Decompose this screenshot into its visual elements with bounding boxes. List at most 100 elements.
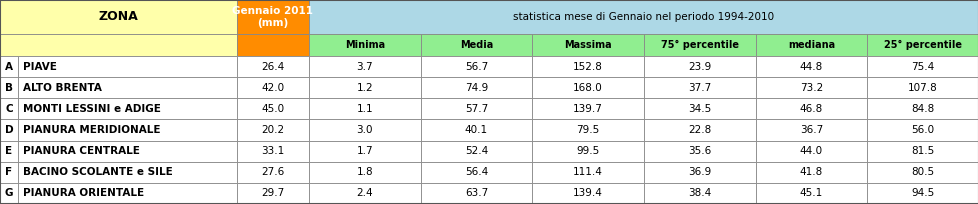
Bar — [0, 34, 237, 56]
Text: PIAVE: PIAVE — [22, 62, 57, 72]
Text: B: B — [5, 83, 13, 93]
Text: Minima: Minima — [344, 40, 384, 50]
Bar — [309, 162, 421, 183]
Bar — [644, 183, 755, 204]
Bar — [237, 0, 309, 34]
Text: 36.9: 36.9 — [688, 167, 711, 177]
Text: 3.0: 3.0 — [356, 125, 373, 135]
Text: 35.6: 35.6 — [688, 146, 711, 156]
Text: 3.7: 3.7 — [356, 62, 373, 72]
Text: statistica mese di Gennaio nel periodo 1994-2010: statistica mese di Gennaio nel periodo 1… — [512, 12, 774, 22]
Bar — [421, 98, 532, 119]
Bar — [237, 98, 309, 119]
Text: 44.0: 44.0 — [799, 146, 822, 156]
Bar — [237, 119, 309, 141]
Bar — [867, 119, 978, 141]
Text: Media: Media — [460, 40, 493, 50]
Text: 1.7: 1.7 — [356, 146, 373, 156]
Text: 38.4: 38.4 — [688, 188, 711, 198]
Bar — [309, 119, 421, 141]
Bar — [0, 183, 18, 204]
Text: 139.4: 139.4 — [573, 188, 602, 198]
Bar — [755, 77, 867, 98]
Text: E: E — [6, 146, 13, 156]
Bar — [867, 162, 978, 183]
Text: ZONA: ZONA — [99, 10, 138, 23]
Bar — [0, 56, 18, 77]
Text: 45.1: 45.1 — [799, 188, 822, 198]
Text: F: F — [6, 167, 13, 177]
Bar — [532, 162, 644, 183]
Bar — [532, 141, 644, 162]
Bar — [421, 162, 532, 183]
Text: 168.0: 168.0 — [573, 83, 602, 93]
Text: 73.2: 73.2 — [799, 83, 822, 93]
Text: MONTI LESSINI e ADIGE: MONTI LESSINI e ADIGE — [22, 104, 160, 114]
Bar — [309, 56, 421, 77]
Bar — [421, 183, 532, 204]
Text: 75° percentile: 75° percentile — [660, 40, 738, 50]
Bar — [0, 0, 237, 34]
Bar — [867, 98, 978, 119]
Bar — [309, 0, 978, 34]
Bar — [644, 56, 755, 77]
Bar — [0, 98, 18, 119]
Bar — [309, 141, 421, 162]
Bar — [532, 56, 644, 77]
Bar — [532, 98, 644, 119]
Text: 80.5: 80.5 — [911, 167, 934, 177]
Bar — [532, 34, 644, 56]
Bar — [867, 34, 978, 56]
Bar — [0, 77, 18, 98]
Text: 152.8: 152.8 — [573, 62, 602, 72]
Bar — [755, 56, 867, 77]
Text: 33.1: 33.1 — [261, 146, 285, 156]
Text: 37.7: 37.7 — [688, 83, 711, 93]
Text: 74.9: 74.9 — [465, 83, 488, 93]
Text: 81.5: 81.5 — [911, 146, 934, 156]
Text: 1.8: 1.8 — [356, 167, 373, 177]
Text: 107.8: 107.8 — [908, 83, 937, 93]
Text: C: C — [5, 104, 13, 114]
Text: 46.8: 46.8 — [799, 104, 822, 114]
Text: 20.2: 20.2 — [261, 125, 285, 135]
Bar — [0, 162, 18, 183]
Bar — [18, 98, 237, 119]
Bar — [237, 183, 309, 204]
Bar — [309, 34, 421, 56]
Text: 84.8: 84.8 — [911, 104, 934, 114]
Text: 99.5: 99.5 — [576, 146, 600, 156]
Bar — [867, 141, 978, 162]
Bar — [18, 119, 237, 141]
Text: Gennaio 2011
(mm): Gennaio 2011 (mm) — [232, 6, 313, 28]
Bar — [421, 77, 532, 98]
Text: 94.5: 94.5 — [911, 188, 934, 198]
Text: 57.7: 57.7 — [465, 104, 488, 114]
Text: G: G — [5, 188, 14, 198]
Text: ALTO BRENTA: ALTO BRENTA — [22, 83, 102, 93]
Text: 75.4: 75.4 — [911, 62, 934, 72]
Text: 139.7: 139.7 — [573, 104, 602, 114]
Bar — [755, 162, 867, 183]
Text: D: D — [5, 125, 14, 135]
Text: 27.6: 27.6 — [261, 167, 285, 177]
Bar — [644, 141, 755, 162]
Bar — [309, 77, 421, 98]
Text: 45.0: 45.0 — [261, 104, 285, 114]
Text: PIANURA CENTRALE: PIANURA CENTRALE — [22, 146, 140, 156]
Text: 26.4: 26.4 — [261, 62, 285, 72]
Bar — [309, 98, 421, 119]
Bar — [755, 34, 867, 56]
Bar — [867, 183, 978, 204]
Bar — [644, 77, 755, 98]
Text: 34.5: 34.5 — [688, 104, 711, 114]
Bar — [0, 141, 18, 162]
Text: 79.5: 79.5 — [576, 125, 600, 135]
Bar — [309, 183, 421, 204]
Text: 63.7: 63.7 — [465, 188, 488, 198]
Text: 1.2: 1.2 — [356, 83, 373, 93]
Text: 41.8: 41.8 — [799, 167, 822, 177]
Text: 1.1: 1.1 — [356, 104, 373, 114]
Bar — [755, 141, 867, 162]
Bar — [421, 141, 532, 162]
